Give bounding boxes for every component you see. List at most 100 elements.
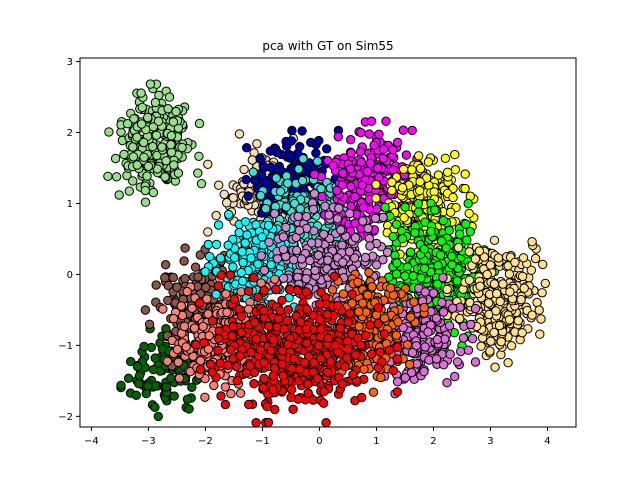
data-point: [301, 324, 311, 334]
data-point: [323, 333, 333, 343]
data-point: [320, 201, 330, 211]
data-point: [464, 247, 474, 257]
data-point: [182, 286, 192, 297]
data-point: [294, 225, 305, 236]
data-point: [199, 338, 209, 348]
data-point: [132, 132, 142, 142]
data-point: [419, 366, 429, 377]
data-point: [464, 208, 474, 219]
data-point: [301, 287, 311, 297]
data-point: [315, 315, 325, 325]
data-point: [440, 153, 451, 164]
data-point: [485, 260, 496, 270]
data-point: [504, 315, 515, 325]
data-point: [463, 345, 474, 355]
data-point: [228, 193, 239, 203]
data-point: [173, 357, 184, 367]
data-point: [338, 289, 349, 299]
data-point: [431, 313, 442, 323]
data-point: [366, 349, 377, 359]
data-point: [253, 292, 263, 302]
data-point: [261, 177, 271, 187]
data-point: [203, 227, 213, 237]
data-point: [194, 151, 204, 162]
data-point: [251, 334, 261, 344]
data-point: [222, 198, 232, 208]
data-point: [356, 157, 366, 167]
data-point: [438, 215, 449, 226]
data-point: [244, 399, 254, 410]
data-point: [292, 285, 303, 296]
data-point: [484, 298, 494, 308]
data-point: [172, 282, 182, 292]
data-point: [345, 308, 355, 318]
data-point: [392, 258, 402, 268]
data-point: [160, 273, 170, 283]
data-point: [450, 149, 460, 160]
data-point: [286, 136, 297, 146]
data-point: [285, 285, 295, 295]
data-point: [215, 253, 226, 263]
data-point: [160, 172, 170, 182]
data-point: [322, 144, 332, 154]
data-point: [278, 244, 289, 255]
data-point: [407, 125, 417, 136]
data-point: [161, 382, 171, 392]
data-point: [398, 164, 409, 175]
data-point: [365, 158, 375, 169]
data-point: [510, 257, 520, 268]
data-point: [150, 353, 160, 363]
data-point: [379, 144, 389, 154]
data-point: [195, 364, 206, 375]
data-point: [229, 252, 240, 263]
data-point: [505, 287, 515, 297]
data-point: [231, 362, 242, 372]
data-point: [256, 170, 267, 180]
data-point: [281, 202, 291, 212]
data-point: [124, 186, 135, 196]
data-point: [255, 153, 265, 164]
data-point: [353, 277, 363, 287]
data-point: [190, 262, 201, 272]
data-point: [286, 150, 296, 161]
data-point: [358, 202, 369, 213]
data-point: [226, 345, 236, 355]
data-point: [362, 166, 373, 177]
data-point: [392, 377, 403, 387]
data-point: [342, 344, 353, 355]
data-point: [519, 283, 529, 293]
data-point: [136, 88, 146, 98]
data-point: [452, 357, 463, 367]
data-point: [442, 284, 452, 295]
data-point: [257, 232, 267, 242]
data-point: [129, 114, 139, 124]
data-point: [503, 358, 513, 368]
data-point: [517, 271, 528, 282]
data-point: [126, 356, 136, 367]
data-point: [177, 142, 187, 153]
data-point: [494, 320, 505, 331]
data-point: [286, 392, 296, 403]
data-point: [256, 251, 266, 261]
data-point: [187, 303, 197, 313]
data-point: [270, 274, 280, 284]
data-point: [312, 373, 323, 384]
data-point: [143, 381, 153, 391]
data-point: [272, 254, 283, 264]
data-point: [388, 231, 398, 242]
data-point: [171, 106, 181, 117]
data-point: [271, 173, 281, 183]
data-point: [268, 335, 278, 345]
data-point: [140, 305, 151, 315]
data-point: [397, 234, 408, 244]
data-point: [243, 304, 254, 314]
data-point: [359, 364, 369, 374]
data-point: [391, 330, 402, 340]
data-point: [211, 289, 221, 300]
data-point: [242, 143, 252, 153]
data-point: [319, 386, 329, 397]
data-point: [207, 367, 217, 377]
data-point: [400, 271, 410, 281]
data-point: [401, 150, 412, 160]
data-point: [221, 289, 231, 299]
